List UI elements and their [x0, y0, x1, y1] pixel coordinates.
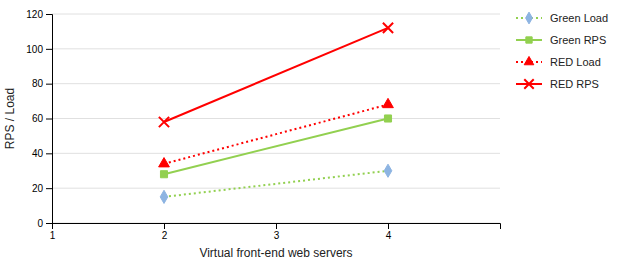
series-line	[164, 105, 388, 164]
series	[160, 164, 392, 203]
y-tick: 80	[32, 78, 52, 89]
x-axis: 1 2 3 4	[50, 223, 501, 241]
y-tick-label: 60	[32, 113, 44, 124]
point	[383, 98, 394, 107]
x-tick: 4	[386, 223, 392, 241]
y-tick-label: 100	[26, 44, 43, 55]
x-tick-label: 4	[386, 230, 392, 241]
x-tick: 2	[162, 223, 168, 241]
y-axis: 0 20 40 60 80 100 120	[26, 9, 52, 229]
x-tick-mark	[164, 223, 165, 229]
grid-line	[52, 188, 500, 189]
x-axis-title: Virtual front-end web servers	[199, 246, 352, 260]
x-tick-mark	[276, 223, 277, 229]
x-tick-label: 3	[274, 230, 280, 241]
y-tick-label: 40	[32, 148, 44, 159]
y-tick: 60	[32, 113, 52, 124]
point	[384, 164, 392, 177]
point	[383, 23, 393, 33]
x-axis-line	[53, 224, 501, 230]
legend-marker	[524, 56, 534, 64]
grid-line	[52, 83, 500, 84]
series	[159, 23, 393, 127]
series-group	[159, 23, 394, 204]
grid-line	[52, 14, 500, 15]
y-tick: 0	[37, 218, 52, 229]
point	[160, 190, 168, 203]
point	[160, 171, 167, 178]
x-tick-label: 1	[50, 230, 56, 241]
y-tick-label: 0	[37, 218, 43, 229]
grid-line	[52, 118, 500, 119]
legend-item: Green Load	[516, 12, 608, 24]
chart: 1234020406080100120Virtual front-end web…	[0, 0, 625, 265]
grid	[52, 14, 500, 223]
y-tick-mark	[46, 119, 52, 120]
legend-marker	[524, 79, 533, 88]
legend-label: Green Load	[550, 12, 608, 24]
plot-area: 1234020406080100120	[26, 9, 500, 241]
series	[160, 115, 391, 178]
y-tick-label: 20	[32, 183, 44, 194]
y-tick-label: 120	[26, 9, 43, 20]
y-tick: 20	[32, 183, 52, 194]
y-tick-mark	[46, 84, 52, 85]
y-tick: 40	[32, 148, 52, 159]
series-line	[164, 119, 388, 175]
y-tick: 120	[26, 9, 52, 20]
legend-marker	[526, 12, 533, 24]
x-tick-label: 2	[162, 230, 168, 241]
y-axis-title: RPS / Load	[3, 88, 17, 149]
y-tick-mark	[46, 153, 52, 154]
legend-item: RED RPS	[516, 78, 599, 90]
legend-item: RED Load	[516, 56, 601, 68]
x-tick-mark	[388, 223, 389, 229]
legend-label: Green RPS	[550, 34, 606, 46]
legend-label: RED RPS	[550, 78, 599, 90]
legend-label: RED Load	[550, 56, 601, 68]
point	[159, 158, 170, 167]
legend-item: Green RPS	[516, 34, 606, 46]
grid-line	[52, 153, 500, 154]
y-axis-line	[46, 15, 53, 224]
series-line	[164, 28, 388, 122]
y-tick: 100	[26, 44, 52, 55]
legend: Green Load Green RPS RED Load RED RPS	[516, 12, 608, 90]
y-tick-mark	[46, 14, 52, 15]
y-tick-mark	[46, 223, 52, 224]
y-tick-mark	[46, 49, 52, 50]
grid-line	[52, 48, 500, 49]
y-tick-mark	[46, 188, 52, 189]
series-line	[164, 171, 388, 197]
point	[159, 117, 169, 127]
x-tick: 1	[50, 223, 56, 241]
legend-marker	[526, 37, 532, 43]
x-tick: 3	[274, 223, 280, 241]
point	[384, 115, 391, 122]
y-tick-label: 80	[32, 78, 44, 89]
